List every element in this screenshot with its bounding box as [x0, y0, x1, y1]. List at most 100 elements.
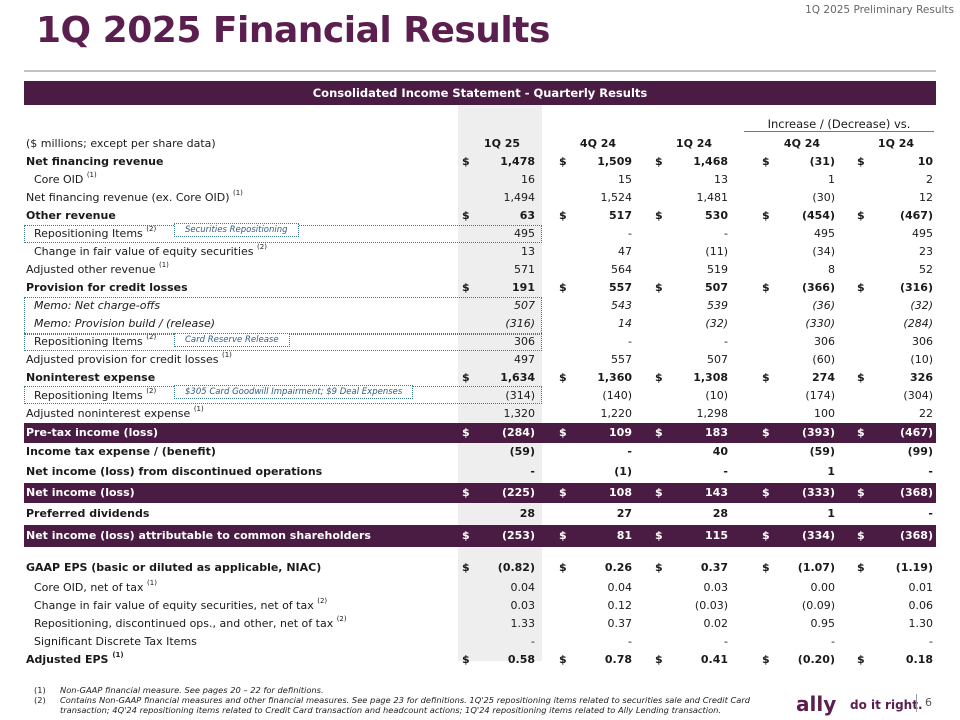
row-label: Other revenue: [26, 207, 116, 225]
value-cell: (32): [910, 299, 933, 312]
dollar-sign: $: [762, 529, 770, 542]
value-cell: (140): [602, 389, 632, 402]
col-header-vs-4q24: 4Q 24: [783, 137, 821, 150]
value-cell: (60): [812, 353, 835, 366]
row-label-text: Noninterest expense: [26, 371, 156, 384]
table-row: Adjusted other revenue (1) 571 564 519 8 52: [24, 261, 936, 279]
value-cell: -: [627, 445, 632, 458]
value-cell: 0.37: [700, 561, 728, 574]
table-row: Memo: Provision build / (release) (316) 14…: [24, 315, 936, 333]
row-label-text: Net income (loss) attributable to common…: [26, 529, 371, 542]
dollar-sign: $: [857, 486, 865, 499]
table-body: Net financing revenue $1,478 $1,509 $1,468 $…: [24, 153, 936, 669]
row-label: Pre-tax income (loss): [26, 423, 158, 443]
value-cell: (454): [801, 209, 835, 222]
value-cell: 63: [519, 209, 535, 222]
value-cell: (0.82): [497, 561, 535, 574]
dollar-sign: $: [857, 209, 865, 222]
value-cell: 27: [616, 507, 632, 520]
table-row: Preferred dividends 28 27 28 1 -: [24, 503, 936, 525]
value-cell: 1.33: [510, 617, 536, 630]
value-cell: -: [724, 335, 728, 348]
value-cell: 0.26: [604, 561, 632, 574]
row-label: Adjusted noninterest expense (1): [26, 405, 204, 423]
value-cell: 15: [618, 173, 632, 186]
value-cell: 0.41: [700, 653, 728, 666]
row-label-text: Repositioning Items: [34, 389, 143, 402]
row-label-text: Repositioning Items: [34, 335, 143, 348]
footnote-ref: (2): [146, 387, 157, 396]
dollar-sign: $: [655, 653, 663, 666]
row-label-text: Other revenue: [26, 209, 116, 222]
dollar-sign: $: [559, 371, 567, 384]
row-label: Noninterest expense: [26, 369, 155, 387]
value-cell: 0.01: [908, 581, 934, 594]
dollar-sign: $: [559, 653, 567, 666]
dollar-sign: $: [655, 561, 663, 574]
value-cell: 108: [609, 486, 632, 499]
value-cell: (0.20): [797, 653, 835, 666]
value-cell: (304): [903, 389, 933, 402]
increase-decrease-label: Increase / (Decrease) vs.: [767, 117, 911, 131]
table-row: Pre-tax income (loss) $ (284) $109 $183 $ (393…: [24, 423, 936, 443]
value-cell: (174): [805, 389, 835, 402]
value-cell: 326: [910, 371, 933, 384]
footnote-ref: (1): [86, 171, 97, 180]
row-label: Repositioning, discontinued ops., and ot…: [34, 615, 347, 633]
dollar-sign: $: [762, 653, 770, 666]
value-cell: (10): [910, 353, 933, 366]
slogan: do it right.: [850, 698, 923, 712]
value-cell: -: [530, 465, 535, 478]
footnote-ref: (1): [222, 351, 232, 360]
value-cell: 16: [521, 173, 535, 186]
table-row: Adjusted EPS (1) $0.58 $0.78 $0.41 $ (0.20) $0…: [24, 651, 936, 669]
value-cell: 1: [827, 507, 835, 520]
dollar-sign: $: [462, 371, 470, 384]
dollar-sign: $: [462, 653, 470, 666]
value-cell: (1.19): [895, 561, 933, 574]
value-cell: -: [628, 635, 632, 648]
value-cell: (253): [501, 529, 535, 542]
dollar-sign: $: [559, 529, 567, 542]
row-label-text: Adjusted noninterest expense: [26, 407, 191, 420]
securities-repositioning-tag: Securities Repositioning: [174, 223, 299, 237]
increase-header-row: Increase / (Decrease) vs.: [24, 105, 936, 135]
value-cell: (99): [907, 445, 933, 458]
row-label: Adjusted EPS (1): [26, 651, 124, 669]
value-cell: 497: [514, 353, 535, 366]
row-label-text: Adjusted other revenue: [26, 263, 156, 276]
value-cell: 14: [618, 317, 632, 330]
value-cell: (467): [899, 209, 933, 222]
dollar-sign: $: [655, 371, 663, 384]
value-cell: (393): [801, 426, 835, 439]
row-label-text: GAAP EPS (basic or diluted as applicable…: [26, 561, 322, 574]
value-cell: 539: [707, 299, 728, 312]
memo-box: [24, 297, 542, 335]
value-cell: 543: [611, 299, 632, 312]
row-label-text: Preferred dividends: [26, 507, 150, 520]
unit-label: ($ millions; except per share data): [26, 137, 216, 150]
row-label: Change in fair value of equity securitie…: [34, 597, 327, 615]
row-label: Adjusted provision for credit losses (1): [26, 351, 232, 369]
value-cell: 0.06: [908, 599, 934, 612]
table-row: Repositioning Items (2) 495 - - 495 495: [24, 225, 936, 243]
value-cell: 13: [714, 173, 728, 186]
row-label: Change in fair value of equity securitie…: [34, 243, 267, 261]
table-row: Net income (loss) $ (225) $108 $143 $ (333) $ (3…: [24, 483, 936, 503]
col-header-1q25: 1Q 25: [483, 137, 521, 150]
row-label-text: Adjusted provision for credit losses: [26, 353, 219, 366]
value-cell: (334): [801, 529, 835, 542]
increase-underline: [744, 131, 934, 132]
value-cell: -: [724, 635, 728, 648]
current-quarter-shade: [458, 105, 542, 661]
row-label: Provision for credit losses: [26, 279, 188, 297]
row-label-text: Provision for credit losses: [26, 281, 188, 294]
value-cell: (0.03): [694, 599, 728, 612]
dollar-sign: $: [762, 155, 770, 168]
value-cell: 0.03: [510, 599, 536, 612]
dollar-sign: $: [462, 561, 470, 574]
dollar-sign: $: [462, 529, 470, 542]
table-row: Repositioning Items (2) 306 - - 306 306: [24, 333, 936, 351]
value-cell: (34): [812, 245, 835, 258]
value-cell: 1,478: [500, 155, 535, 168]
